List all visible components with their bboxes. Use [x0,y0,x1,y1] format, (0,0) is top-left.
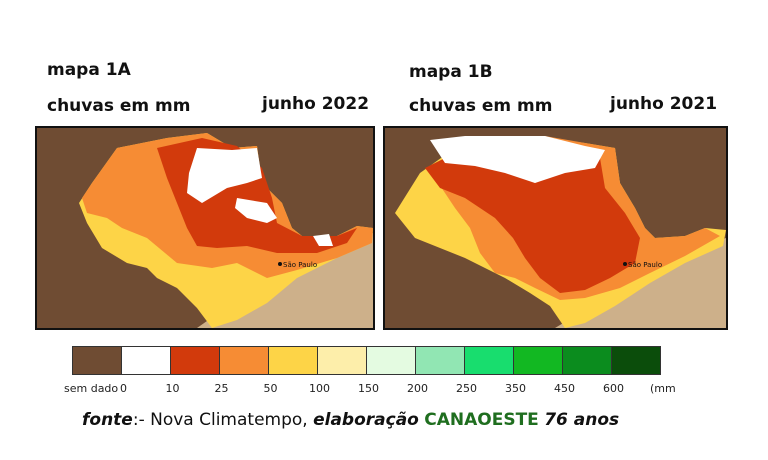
legend-unit: (mm [650,382,676,395]
source-brand: CANAOESTE [424,410,539,430]
legend-swatch [268,346,318,375]
state-rainfall-10 [425,153,640,293]
legend-swatch [415,346,465,375]
city-label: São Paulo [628,261,662,269]
legend-swatch [121,346,171,375]
map-1b: São Paulo [383,126,728,330]
map-1a: São Paulo [35,126,375,330]
legend-swatch [611,346,661,375]
legend-label: 250 [456,382,477,395]
map-1b-period: junho 2021 [610,94,718,114]
legend-label: 50 [263,382,278,395]
state-rainfall-0 [430,136,605,183]
legend-swatch [366,346,416,375]
source-sep: :- Nova Climatempo, [132,410,308,430]
legend-label: 100 [309,382,330,395]
legend-swatch [562,346,612,375]
map-1a-image: São Paulo [37,128,373,328]
legend-swatch [219,346,269,375]
map-1a-title: mapa 1A [47,60,131,80]
map-1a-period: junho 2022 [262,94,370,114]
source-line: fonte:- Nova Climatempo, elaboração CANA… [82,410,619,430]
map-1a-subtitle: chuvas em mm [47,96,191,116]
legend-swatch [72,346,122,375]
legend-swatch [464,346,514,375]
map-1b-subtitle: chuvas em mm [409,96,553,116]
city-marker [278,262,282,266]
source-prefix: fonte [82,410,133,430]
legend-label: 350 [505,382,526,395]
map-1b-image: São Paulo [385,128,726,328]
legend-swatch [317,346,367,375]
legend-label: 0 [120,382,127,395]
legend-label: 10 [165,382,180,395]
map-1b-title: mapa 1B [409,62,493,82]
legend-swatch [513,346,563,375]
source-mid: elaboração [313,410,419,430]
city-marker [623,262,627,266]
legend-label: 200 [407,382,428,395]
source-suffix: 76 anos [544,410,620,430]
legend-swatch [170,346,220,375]
city-label: São Paulo [283,261,317,269]
legend-label: 25 [214,382,229,395]
legend-label: 150 [358,382,379,395]
legend-label: 600 [603,382,624,395]
legend-label: sem dado [64,382,119,395]
state-rainfall-0 [187,148,262,203]
legend-label: 450 [554,382,575,395]
